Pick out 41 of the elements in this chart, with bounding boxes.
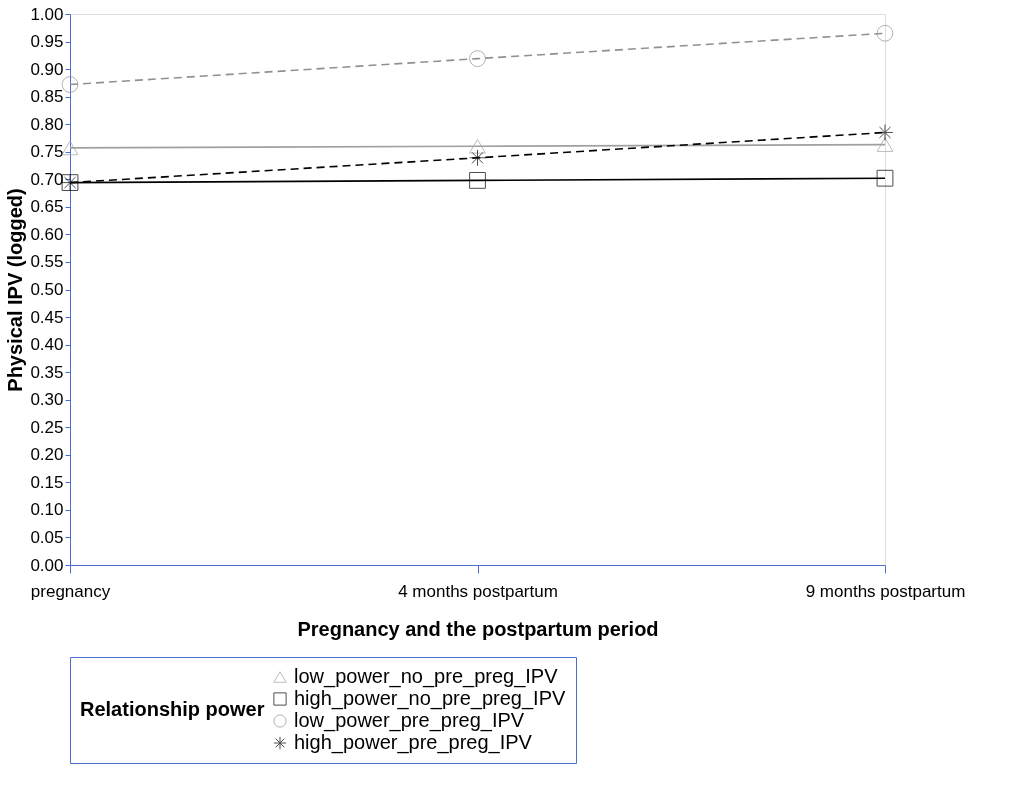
y-tick-label: 0.35	[30, 362, 64, 382]
x-tick-label: 4 months postpartum	[398, 581, 558, 601]
y-tick-label: 0.05	[30, 527, 64, 547]
y-tick-label: 0.10	[30, 500, 64, 520]
y-tick-label: 0.75	[30, 142, 64, 162]
point	[876, 169, 894, 187]
point	[876, 24, 894, 42]
point	[469, 172, 486, 189]
y-tick-label: 0.90	[30, 59, 64, 79]
y-tick-label: 0.50	[30, 280, 64, 299]
point	[876, 124, 894, 141]
y-tick-label: 0.45	[30, 307, 64, 327]
y-tick-label: 0.55	[30, 252, 64, 272]
y-tick-label: 0.00	[30, 555, 64, 575]
legend-label: high_power_pre_preg_IPV	[294, 731, 533, 754]
y-tick-label: 0.25	[30, 417, 64, 437]
y-axis-title: Physical IPV (logged)	[4, 188, 27, 392]
legend-title: Relationship power	[80, 698, 265, 720]
y-tick-label: 0.40	[30, 335, 64, 355]
point	[469, 138, 486, 154]
y-tick-label: 0.70	[30, 169, 64, 189]
x-tick-label: 9 months postpartum	[805, 581, 966, 601]
x-axis-title: Pregnancy and the postpartum period	[297, 617, 659, 640]
legend-label: low_power_pre_preg_IPV	[294, 709, 525, 732]
y-tick-label: 0.60	[30, 224, 64, 244]
x-tick-label: pregnancy	[30, 581, 111, 601]
y-tick-label: 0.65	[30, 197, 64, 217]
y-tick-label: 0.30	[30, 390, 64, 410]
y-tick-label: 0.20	[30, 445, 64, 465]
point	[61, 76, 79, 93]
point	[61, 140, 79, 156]
point	[469, 50, 486, 68]
y-tick-label: 0.15	[30, 472, 64, 492]
legend-label: high_power_no_pre_preg_IPV	[294, 687, 566, 710]
y-tick-label: 0.95	[30, 32, 64, 52]
point	[469, 149, 486, 167]
legend-label: low_power_no_pre_preg_IPV	[294, 665, 559, 688]
point	[876, 137, 894, 152]
y-tick-label: 0.80	[30, 114, 64, 134]
y-tick-label: 1.00	[30, 4, 64, 24]
y-tick-label: 0.85	[30, 87, 64, 107]
